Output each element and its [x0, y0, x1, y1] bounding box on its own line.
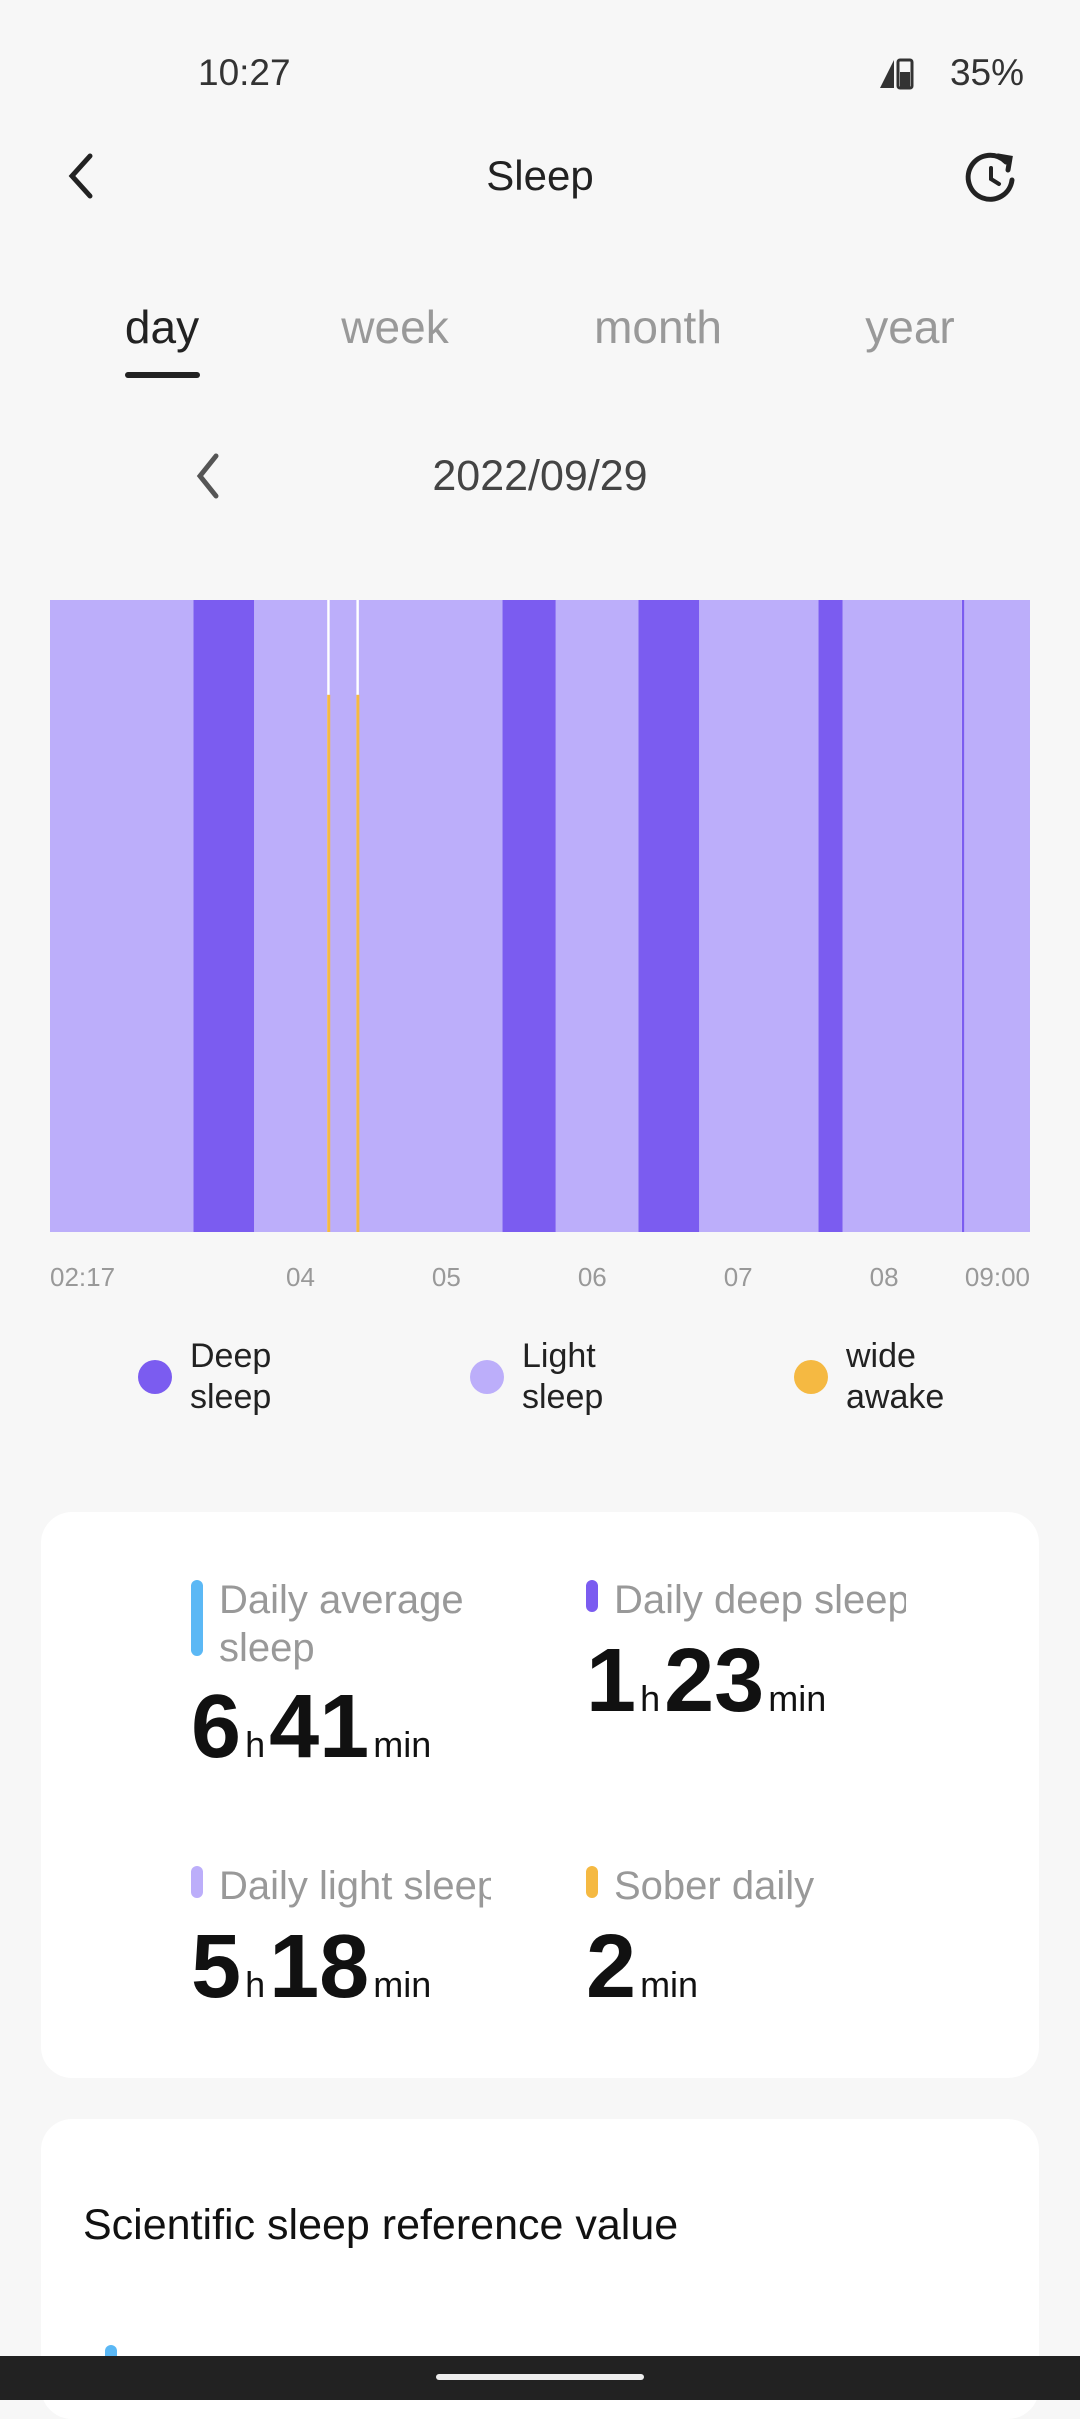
legend-dot: [470, 1360, 504, 1394]
back-button[interactable]: [60, 150, 104, 202]
tab[interactable]: week: [341, 301, 449, 353]
x-tick-label: 07: [724, 1262, 753, 1292]
sleep-segment: [502, 600, 556, 1232]
tab-indicator: [125, 372, 200, 378]
stat-color: [586, 1580, 598, 1612]
x-tick-label: 05: [432, 1262, 461, 1292]
stat-label: Sober daily: [614, 1864, 815, 1908]
x-tick-label: 04: [286, 1262, 315, 1292]
stat-hours: 6: [191, 1677, 242, 1777]
prev-date[interactable]: [190, 450, 226, 502]
stat-label: Daily light sleep: [219, 1864, 491, 1908]
sleep-segment: [699, 600, 819, 1232]
stat-color: [191, 1866, 203, 1898]
sleep-segment: [961, 600, 965, 1232]
stat-unit: min: [640, 1964, 699, 2005]
sleep-segment: [842, 600, 962, 1232]
awake-segment: [356, 694, 360, 1232]
reference-title: Scientific sleep reference value: [83, 2201, 679, 2249]
home-handle[interactable]: [436, 2374, 644, 2380]
legend-dot: [138, 1360, 172, 1394]
x-tick-label: 02:17: [50, 1262, 115, 1292]
status-time: 10:27: [198, 52, 291, 93]
status-icons: [880, 58, 914, 90]
refresh-button[interactable]: [962, 148, 1020, 206]
stat-unit: h: [640, 1678, 661, 1719]
stat-minutes: 2: [586, 1917, 637, 2017]
stat-minutes: 41: [269, 1677, 370, 1777]
sleep-segment: [555, 600, 639, 1232]
legend-label: Light sleep: [522, 1337, 604, 1416]
sleep-segment: [193, 600, 255, 1232]
sleep-segment: [818, 600, 843, 1232]
date: 2022/09/29: [432, 452, 648, 500]
status-battery: 35%: [949, 52, 1024, 93]
awake-segment: [327, 694, 331, 1232]
stat-label: Daily average sleep: [219, 1578, 464, 1670]
legend-item: Light sleep: [470, 1336, 662, 1418]
x-tick-label: 08: [870, 1262, 899, 1292]
tab[interactable]: day: [124, 301, 200, 353]
stat-unit: min: [373, 1964, 432, 2005]
sleep-segment: [329, 600, 357, 1232]
x-tick-label: 09:00: [965, 1262, 1030, 1292]
sleep-segment: [50, 600, 194, 1232]
legend-label: Deep sleep: [190, 1337, 272, 1416]
legend-item: Deep sleep: [138, 1336, 330, 1418]
legend-item: wide awake: [794, 1336, 986, 1418]
tab[interactable]: year: [865, 301, 955, 353]
stat-unit: min: [768, 1678, 827, 1719]
stats-card: Daily average sleep 6 h 41 min Daily deep s…: [41, 1512, 1039, 2078]
stat-label: Daily deep sleep: [614, 1578, 906, 1622]
sleep-segment: [358, 600, 503, 1232]
page-title: Sleep: [486, 152, 594, 199]
sleep-segment: [254, 600, 328, 1232]
stat-unit: min: [373, 1724, 432, 1765]
nav-bar: [0, 2356, 1080, 2400]
stat-unit: h: [245, 1724, 266, 1765]
stat-hours: 1: [586, 1631, 637, 1731]
stat-minutes: 18: [269, 1917, 370, 2017]
stat-hours: 5: [191, 1917, 242, 2017]
stat-color: [191, 1580, 203, 1656]
sleep-segment: [964, 600, 1030, 1232]
sleep-segment: [638, 600, 700, 1232]
sleep-chart: 02:17 04 05 06 07 08 09:00: [50, 600, 1030, 1292]
legend-label: wide awake: [846, 1337, 945, 1416]
stat-unit: h: [245, 1964, 266, 2005]
legend-dot: [794, 1360, 828, 1394]
stat-minutes: 23: [664, 1631, 765, 1731]
x-tick-label: 06: [578, 1262, 607, 1292]
stat-color: [586, 1866, 598, 1898]
tab[interactable]: month: [594, 301, 722, 353]
